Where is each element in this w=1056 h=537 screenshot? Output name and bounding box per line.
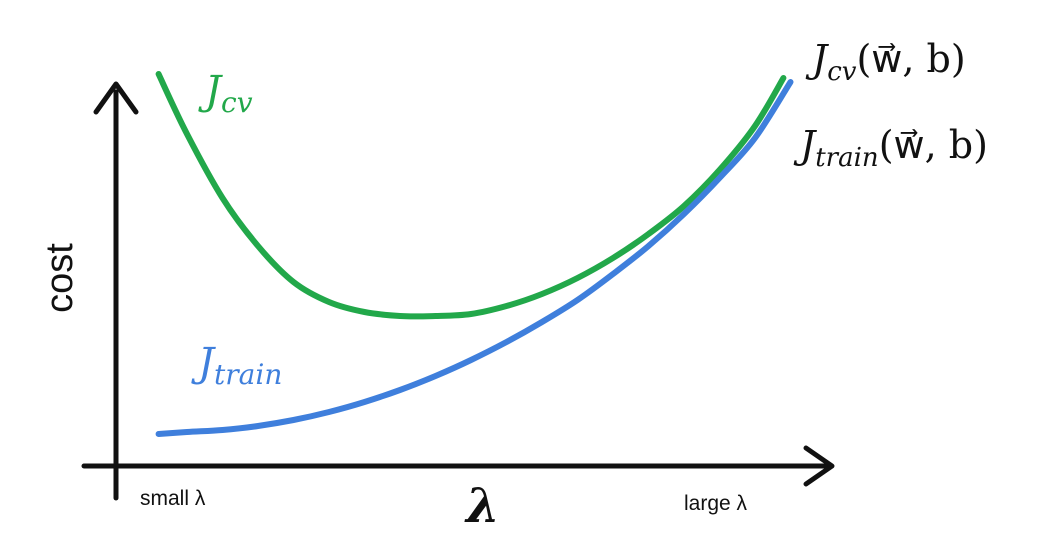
x-tick-large: large λ <box>684 492 748 515</box>
x-axis-label: λ <box>464 478 500 534</box>
x-axis-arrowhead <box>803 445 835 487</box>
series-line-j-train <box>155 79 794 437</box>
x-tick-small: small λ <box>140 487 206 510</box>
end-label-jtrain: Jtrain(w⃗, b) <box>793 123 988 173</box>
curve-label-jtrain: Jtrain <box>191 340 282 391</box>
y-axis-arrowhead <box>93 81 139 115</box>
y-axis-label: cost <box>39 243 81 313</box>
series-line-j-cv <box>155 71 787 320</box>
axes <box>81 81 835 501</box>
end-label-jcv: Jcv(w⃗, b) <box>805 37 966 87</box>
series-layer <box>155 71 794 437</box>
curve-label-jcv: Jcv <box>198 68 253 119</box>
